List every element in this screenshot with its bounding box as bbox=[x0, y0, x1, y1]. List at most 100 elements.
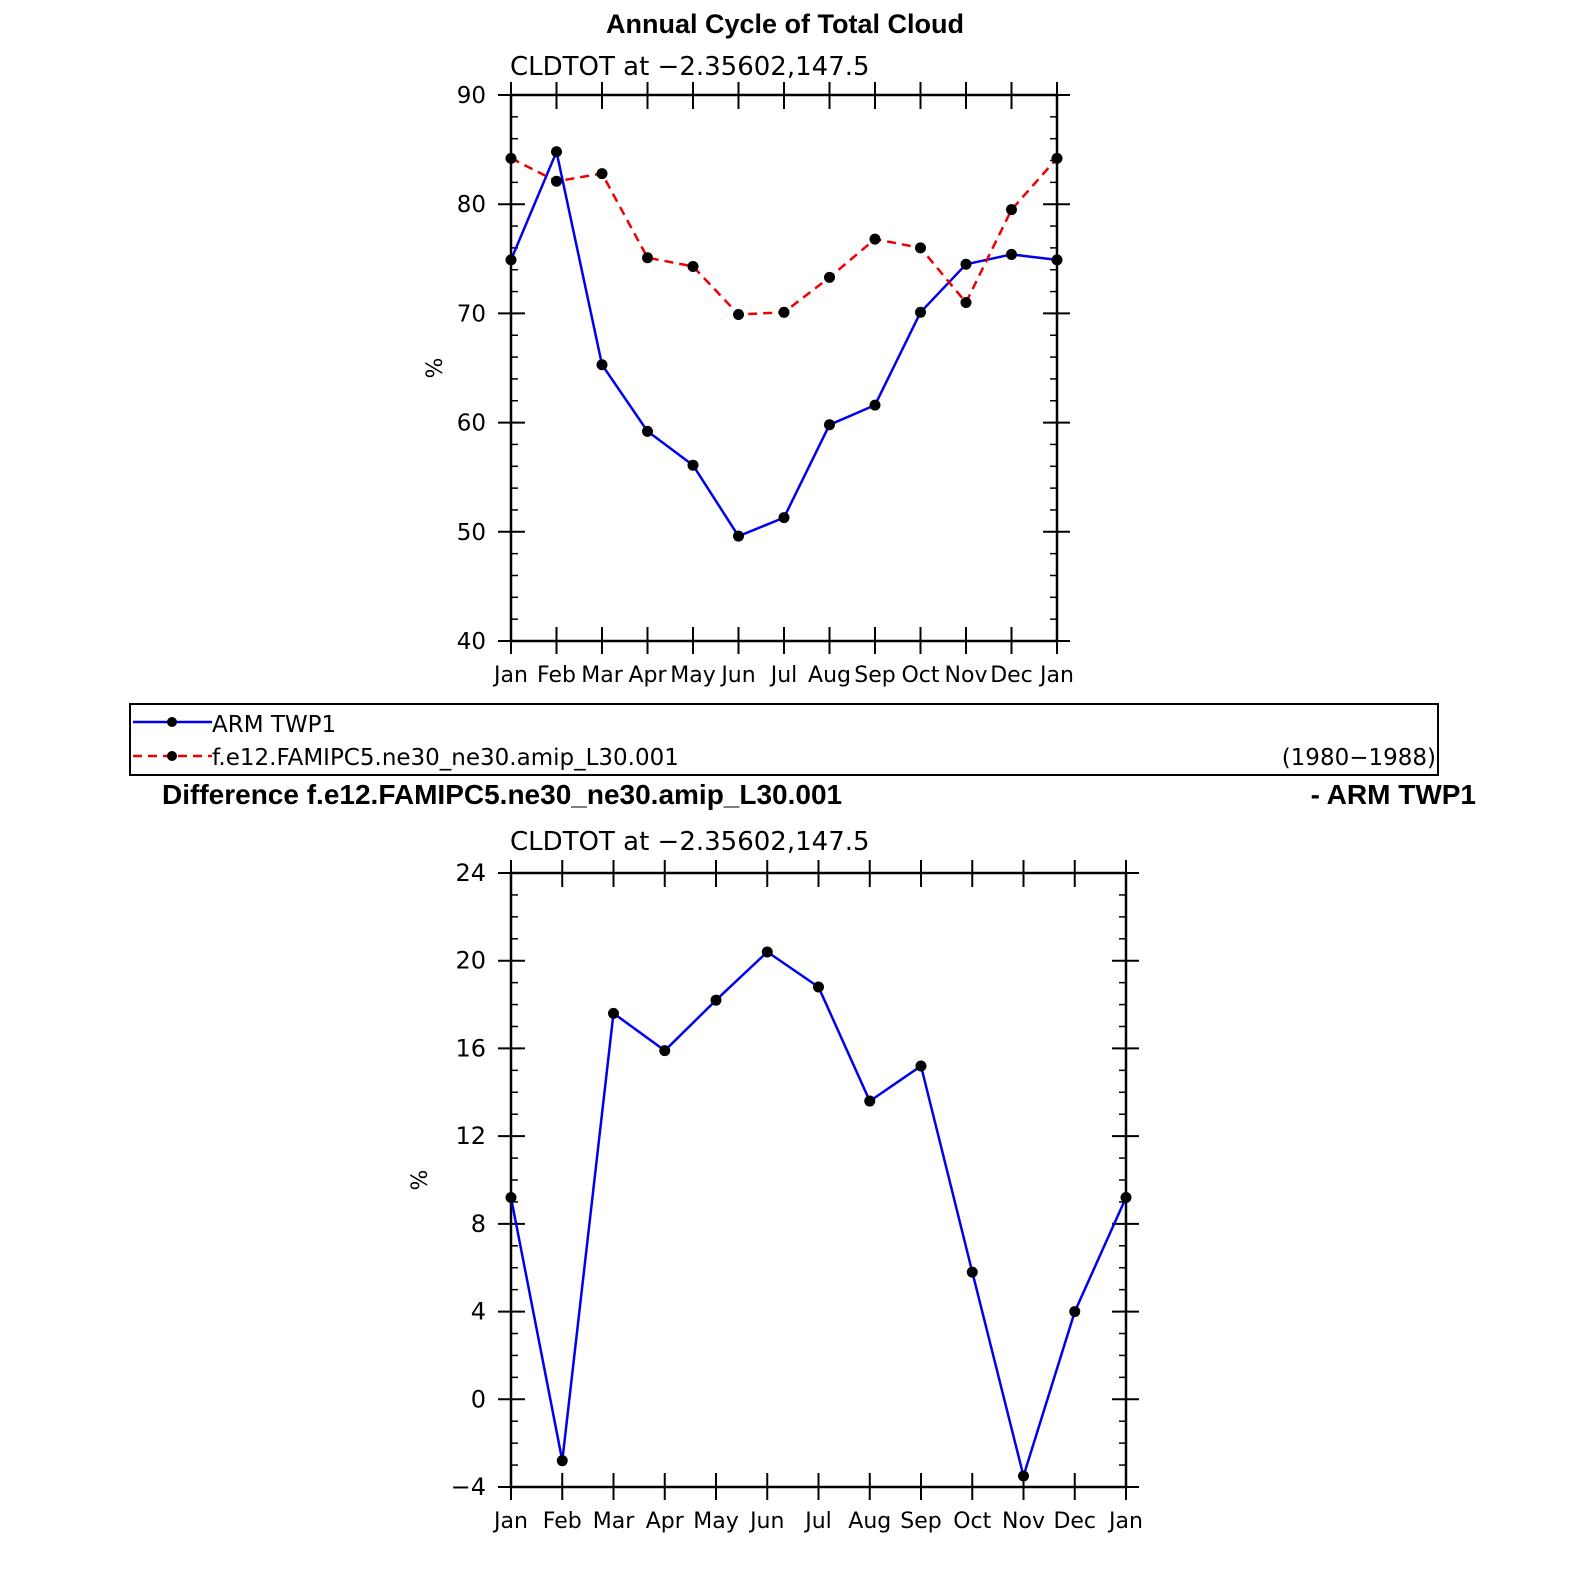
series-0-point bbox=[778, 512, 790, 524]
legend-arm-label: ARM TWP1 bbox=[212, 712, 336, 738]
series-1-point bbox=[869, 233, 881, 245]
y-tick-label: 40 bbox=[457, 629, 486, 655]
plot-frame bbox=[509, 871, 1128, 1489]
x-tick-label: Sep bbox=[854, 663, 895, 688]
y-tick-label: −4 bbox=[451, 1473, 486, 1501]
series-0-point bbox=[687, 459, 699, 471]
series-1-point bbox=[1006, 204, 1017, 216]
x-tick-label: May bbox=[693, 1509, 738, 1534]
y-tick-label: 70 bbox=[457, 301, 486, 327]
series-0-point bbox=[596, 359, 608, 371]
x-tick-label: Dec bbox=[1053, 1509, 1096, 1534]
series-1-point bbox=[733, 308, 744, 320]
series-0-point bbox=[642, 425, 653, 437]
y-tick-label: 90 bbox=[457, 83, 486, 109]
series-0-point bbox=[915, 306, 926, 318]
x-tick-label: Jul bbox=[803, 1509, 832, 1534]
x-tick-label: Jul bbox=[769, 663, 798, 688]
y-tick-label: 80 bbox=[457, 192, 486, 218]
series-0-point bbox=[1120, 1192, 1132, 1204]
x-tick-label: Aug bbox=[848, 1509, 891, 1534]
x-tick-label: Oct bbox=[901, 663, 939, 688]
series-0-point bbox=[813, 981, 824, 993]
chart1-ylabel: % bbox=[423, 358, 448, 379]
x-tick-label: Sep bbox=[900, 1509, 941, 1534]
legend-frame bbox=[129, 703, 1439, 776]
y-tick-label: 20 bbox=[455, 947, 486, 975]
y-tick-label: 60 bbox=[457, 411, 486, 437]
y-tick-label: 16 bbox=[455, 1034, 486, 1062]
series-1-point bbox=[915, 242, 926, 254]
series-0-point bbox=[915, 1060, 927, 1072]
x-tick-label: Mar bbox=[581, 663, 623, 688]
chart1-legend: ARM TWP1 f.e12.FAMIPC5.ne30_ne30.amip_L3… bbox=[129, 703, 1439, 776]
series-0-point bbox=[733, 530, 744, 542]
series-0-point bbox=[1051, 254, 1063, 266]
x-tick-label: Jun bbox=[719, 663, 755, 688]
y-tick-label: 24 bbox=[455, 859, 486, 887]
y-tick-label: 0 bbox=[471, 1385, 486, 1413]
series-line-0 bbox=[509, 150, 1058, 538]
series-0-point bbox=[864, 1095, 876, 1107]
series-0-point bbox=[556, 1455, 568, 1467]
series-0-point bbox=[710, 994, 722, 1006]
x-tick-label: Aug bbox=[808, 663, 851, 688]
x-tick-label: Nov bbox=[945, 663, 988, 688]
series-1-point bbox=[687, 260, 699, 272]
series-line-1 bbox=[510, 157, 1058, 316]
chart2-plot: −4 0 4 8 12 16 20 24 Jan Feb Mar Apr May Jun Jul Aug Sep… bbox=[451, 859, 1143, 1534]
series-0-point bbox=[659, 1045, 671, 1057]
series-1-point bbox=[551, 175, 562, 187]
chart1-plot: 40 50 60 70 80 90 Jan Feb Mar Apr May Jun Jul Aug Sep O… bbox=[457, 82, 1074, 688]
series-0-point bbox=[1018, 1470, 1029, 1482]
x-tick-label: Oct bbox=[953, 1509, 991, 1534]
series-0-point bbox=[551, 146, 562, 158]
y-tick-label: 4 bbox=[471, 1298, 486, 1326]
x-tick-label: Dec bbox=[990, 663, 1033, 688]
x-tick-label: May bbox=[670, 663, 715, 688]
legend-model-marker bbox=[167, 751, 177, 761]
series-0-point bbox=[1006, 248, 1017, 260]
x-tick-label: Mar bbox=[593, 1509, 635, 1534]
series-1-point bbox=[1051, 152, 1063, 164]
chart2-title-left: Difference f.e12.FAMIPC5.ne30_ne30.amip_… bbox=[162, 779, 842, 810]
series-0-point bbox=[869, 399, 881, 411]
y-tick-label: 50 bbox=[457, 520, 486, 546]
series-0-point bbox=[505, 1192, 517, 1204]
series-1-point bbox=[824, 271, 835, 283]
y-tick-label: 12 bbox=[455, 1122, 486, 1150]
x-tick-label: Jan bbox=[492, 663, 528, 688]
x-tick-label: Jan bbox=[1107, 1509, 1143, 1534]
series-1-point bbox=[778, 306, 790, 318]
legend-period: (1980−1988) bbox=[1282, 745, 1436, 771]
series-1-point bbox=[642, 252, 653, 264]
series-line-0 bbox=[509, 950, 1128, 1478]
series-0-point bbox=[1069, 1306, 1081, 1318]
x-tick-label: Nov bbox=[1002, 1509, 1045, 1534]
x-tick-label: Feb bbox=[543, 1509, 582, 1534]
series-0-point bbox=[608, 1007, 619, 1019]
chart1-subtitle: CLDTOT at −2.35602,147.5 bbox=[510, 52, 870, 82]
x-tick-label: Feb bbox=[537, 663, 576, 688]
series-1-point bbox=[596, 168, 608, 180]
legend-model-label: f.e12.FAMIPC5.ne30_ne30.amip_L30.001 bbox=[212, 745, 679, 771]
legend-arm-marker bbox=[167, 717, 177, 727]
chart1-title: Annual Cycle of Total Cloud bbox=[606, 9, 964, 39]
series-1-point bbox=[505, 152, 517, 164]
series-0-point bbox=[824, 419, 835, 431]
x-tick-label: Jan bbox=[492, 1509, 528, 1534]
chart2-title-right: - ARM TWP1 bbox=[1311, 779, 1476, 810]
series-0-point bbox=[505, 254, 517, 266]
x-tick-label: Apr bbox=[646, 1509, 685, 1534]
x-tick-label: Jan bbox=[1038, 663, 1074, 688]
series-0-point bbox=[761, 946, 773, 958]
chart2-ylabel: % bbox=[408, 1170, 433, 1191]
series-0-point bbox=[966, 1266, 978, 1278]
x-tick-label: Apr bbox=[628, 663, 667, 688]
plot-frame bbox=[509, 93, 1059, 643]
chart2-subtitle: CLDTOT at −2.35602,147.5 bbox=[510, 827, 870, 857]
series-0-point bbox=[960, 258, 972, 270]
series-1-point bbox=[960, 296, 972, 308]
x-tick-label: Jun bbox=[748, 1509, 784, 1534]
